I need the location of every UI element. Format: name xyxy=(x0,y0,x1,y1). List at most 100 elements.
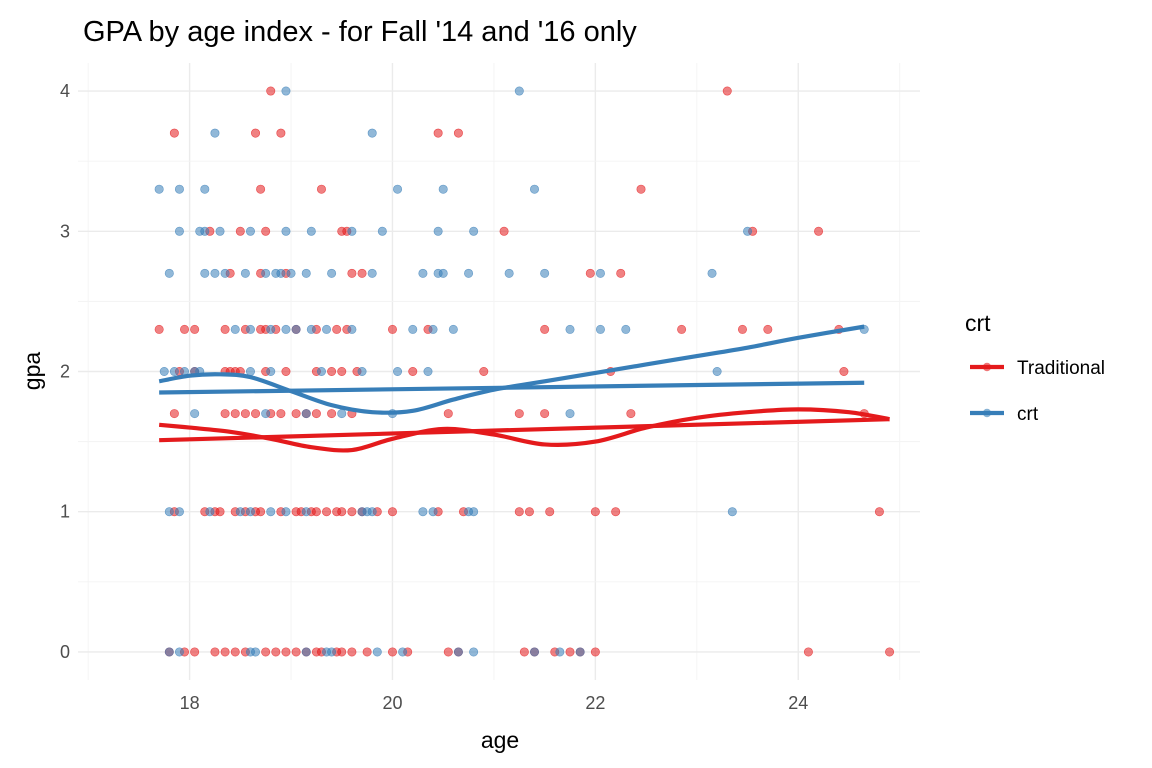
point-traditional xyxy=(322,507,332,517)
point-traditional xyxy=(215,507,225,517)
y-tick-label: 0 xyxy=(60,642,70,662)
point-traditional xyxy=(266,86,276,96)
point-crt xyxy=(418,507,428,517)
point-traditional xyxy=(443,409,453,419)
point-crt xyxy=(377,226,387,236)
point-traditional xyxy=(154,324,164,334)
point-traditional xyxy=(276,409,286,419)
point-crt xyxy=(621,324,631,334)
point-traditional xyxy=(291,647,301,657)
point-crt xyxy=(322,324,332,334)
point-crt xyxy=(327,268,337,278)
point-traditional xyxy=(545,507,555,517)
point-crt xyxy=(261,268,271,278)
point-crt xyxy=(469,647,479,657)
point-crt xyxy=(200,268,210,278)
point-traditional xyxy=(616,268,626,278)
point-traditional xyxy=(387,507,397,517)
point-traditional xyxy=(677,324,687,334)
point-crt xyxy=(327,647,337,657)
point-crt xyxy=(301,268,311,278)
fitted-lines xyxy=(158,324,890,453)
point-crt xyxy=(428,324,438,334)
legend-title: crt xyxy=(965,310,991,336)
point-traditional xyxy=(565,647,575,657)
point-crt xyxy=(261,409,271,419)
point-crt xyxy=(281,324,291,334)
point-traditional xyxy=(271,647,281,657)
point-crt xyxy=(169,366,179,376)
point-traditional xyxy=(519,647,529,657)
point-crt xyxy=(418,268,428,278)
point-traditional xyxy=(337,507,347,517)
point-crt xyxy=(448,324,458,334)
point-traditional xyxy=(251,128,261,138)
point-crt xyxy=(469,226,479,236)
point-crt xyxy=(205,507,215,517)
point-crt xyxy=(174,647,184,657)
legend-entry: Traditional xyxy=(970,358,1105,379)
point-traditional xyxy=(347,647,357,657)
x-axis-title: age xyxy=(481,727,519,753)
point-traditional xyxy=(230,409,240,419)
point-crt xyxy=(357,366,367,376)
legend-label: Traditional xyxy=(1017,358,1105,379)
point-crt xyxy=(712,366,722,376)
point-traditional xyxy=(347,268,357,278)
point-crt xyxy=(565,409,575,419)
point-traditional xyxy=(590,507,600,517)
point-traditional xyxy=(362,647,372,657)
x-tick-label: 18 xyxy=(180,693,200,713)
point-crt xyxy=(433,226,443,236)
point-crt xyxy=(367,507,377,517)
point-crt xyxy=(245,226,255,236)
point-crt xyxy=(220,268,230,278)
point-traditional xyxy=(251,409,261,419)
point-crt xyxy=(164,268,174,278)
legend-key-point xyxy=(982,362,992,372)
point-traditional xyxy=(514,409,524,419)
point-crt xyxy=(398,647,408,657)
point-crt xyxy=(174,507,184,517)
point-traditional xyxy=(240,409,250,419)
chart-title: GPA by age index - for Fall '14 and '16 … xyxy=(83,16,637,48)
legend-entry: crt xyxy=(970,404,1039,425)
y-axis-ticks: 0 1 2 3 4 xyxy=(60,81,70,662)
point-crt xyxy=(301,409,311,419)
point-crt xyxy=(210,268,220,278)
point-crt xyxy=(595,268,605,278)
point-crt xyxy=(408,324,418,334)
point-traditional xyxy=(332,324,342,334)
point-traditional xyxy=(590,647,600,657)
point-traditional xyxy=(190,324,200,334)
point-crt xyxy=(575,647,585,657)
x-tick-label: 22 xyxy=(585,693,605,713)
grid xyxy=(78,63,920,680)
point-traditional xyxy=(281,366,291,376)
x-tick-label: 24 xyxy=(788,693,808,713)
point-crt xyxy=(337,409,347,419)
point-crt xyxy=(245,324,255,334)
legend: crt Traditional crt xyxy=(965,310,1105,425)
point-traditional xyxy=(408,366,418,376)
point-crt xyxy=(555,647,565,657)
point-crt xyxy=(266,366,276,376)
point-traditional xyxy=(190,647,200,657)
point-crt xyxy=(707,268,717,278)
point-crt xyxy=(301,647,311,657)
point-traditional xyxy=(169,409,179,419)
point-traditional xyxy=(885,647,895,657)
fit-line-loess-crt xyxy=(158,324,865,415)
point-crt xyxy=(164,507,174,517)
point-crt xyxy=(595,324,605,334)
y-tick-label: 1 xyxy=(60,502,70,522)
point-traditional xyxy=(337,366,347,376)
y-tick-label: 4 xyxy=(60,81,70,101)
x-tick-label: 20 xyxy=(382,693,402,713)
point-crt xyxy=(281,226,291,236)
y-tick-label: 2 xyxy=(60,362,70,382)
point-crt xyxy=(514,86,524,96)
point-crt xyxy=(453,647,463,657)
point-traditional xyxy=(311,409,321,419)
point-traditional xyxy=(387,324,397,334)
